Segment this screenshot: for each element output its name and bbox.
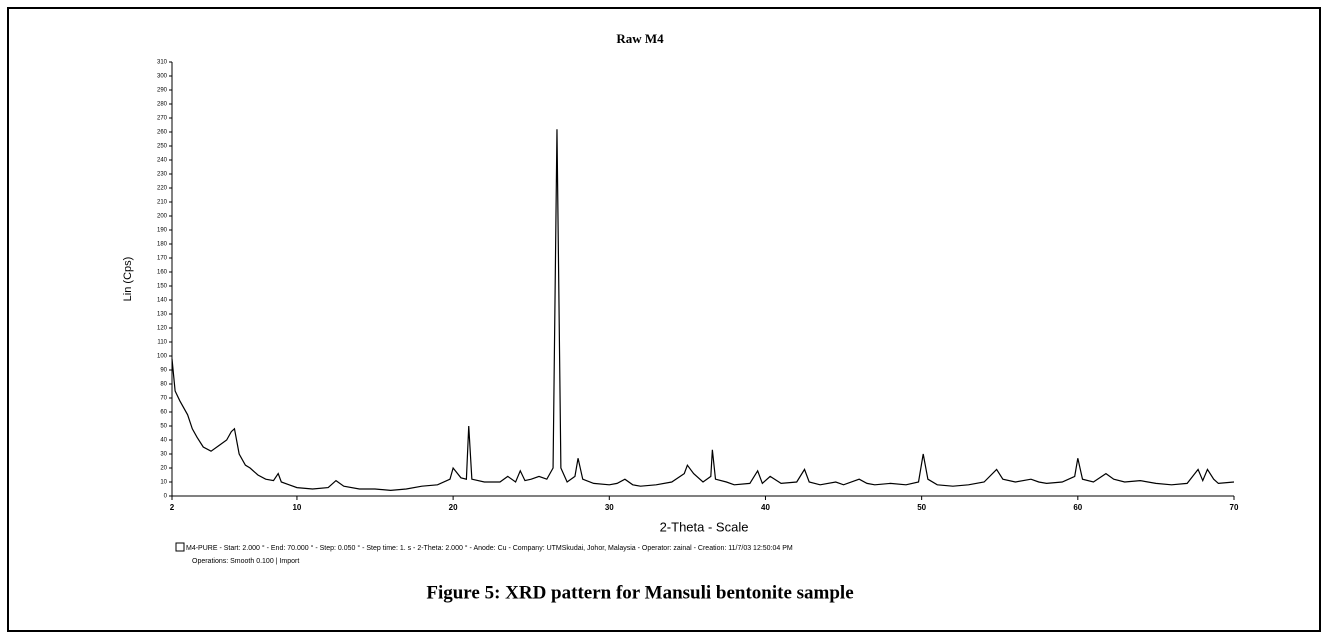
frame [7, 7, 1321, 632]
x-tick-label: 60 [1073, 503, 1082, 512]
x-tick-label: 40 [761, 503, 770, 512]
y-tick-label: 220 [157, 186, 168, 192]
y-tick-label: 140 [157, 298, 168, 304]
y-tick-label: 110 [157, 340, 167, 346]
y-tick-label: 40 [160, 438, 167, 444]
y-tick-label: 20 [160, 466, 167, 472]
y-tick-label: 100 [157, 354, 168, 360]
x-tick-label: 70 [1230, 503, 1239, 512]
y-tick-label: 170 [157, 256, 168, 262]
operations-info: Operations: Smooth 0.100 | Import [192, 558, 299, 565]
y-tick-label: 120 [157, 326, 168, 332]
y-tick-label: 210 [157, 200, 168, 206]
y-tick-label: 230 [157, 172, 168, 178]
y-tick-label: 30 [160, 452, 167, 458]
y-tick-label: 70 [160, 396, 167, 402]
y-tick-label: 200 [157, 214, 168, 220]
y-tick-label: 50 [160, 424, 167, 430]
y-tick-label: 180 [157, 242, 168, 248]
y-tick-label: 240 [157, 158, 168, 164]
y-tick-label: 270 [157, 116, 168, 122]
y-tick-label: 10 [160, 480, 167, 486]
x-tick-label: 50 [917, 503, 926, 512]
y-tick-label: 190 [157, 228, 168, 234]
y-tick-label: 130 [157, 312, 168, 318]
y-tick-label: 250 [157, 144, 168, 150]
xrd-line [171, 129, 1235, 492]
scan-info: M4-PURE - Start: 2.000 ° - End: 70.000 °… [186, 544, 793, 552]
y-tick-label: 260 [157, 130, 168, 136]
chart-title: Raw M4 [616, 31, 664, 46]
y-tick-label: 80 [160, 382, 167, 388]
x-tick-label: 30 [605, 503, 614, 512]
y-tick-label: 300 [157, 74, 168, 80]
y-tick-label: 60 [160, 410, 167, 416]
y-tick-label: 310 [157, 60, 168, 66]
checkbox-icon [175, 542, 185, 552]
y-tick-label: 160 [157, 270, 168, 276]
y-tick-label: 0 [164, 494, 168, 500]
x-tick-label: 2 [170, 503, 175, 512]
y-tick-label: 90 [160, 368, 167, 374]
caption: Figure 5: XRD pattern for Mansuli benton… [426, 582, 853, 603]
y-tick-label: 290 [157, 88, 168, 94]
x-tick-label: 20 [449, 503, 458, 512]
x-axis-label: 2-Theta - Scale [660, 519, 749, 534]
y-axis-label: Lin (Cps) [122, 257, 134, 302]
y-tick-label: 280 [157, 102, 168, 108]
y-tick-label: 150 [157, 284, 168, 290]
x-tick-label: 10 [292, 503, 301, 512]
